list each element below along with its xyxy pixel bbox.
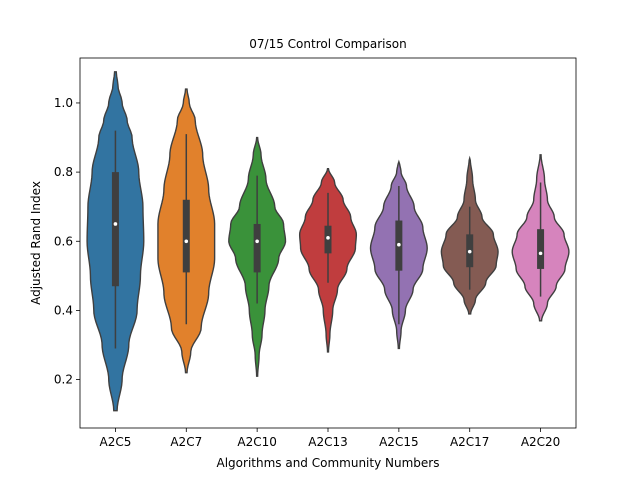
x-tick-label-a2c15: A2C15 [379, 435, 419, 449]
violin-iqr-box [182, 199, 190, 273]
y-tick-label: 0.8 [54, 165, 73, 179]
violin-median-point [397, 242, 401, 247]
violin-median-point [184, 239, 189, 244]
violin-a2c17 [440, 155, 499, 315]
y-axis-label: Adjusted Rand Index [29, 181, 43, 305]
y-tick-label: 1.0 [54, 96, 73, 110]
violin-iqr-box [253, 223, 261, 273]
violin-iqr-box [537, 229, 545, 269]
violin-median-point [113, 222, 118, 226]
plot-frame [79, 57, 577, 429]
violin-a2c15 [369, 159, 428, 350]
violin-series-group [86, 71, 570, 412]
violin-a2c20 [511, 154, 570, 322]
chart-title: 07/15 Control Comparison [249, 37, 406, 51]
violin-median-point [538, 251, 543, 256]
x-tick-label-a2c7: A2C7 [170, 435, 202, 449]
violin-a2c10 [228, 136, 287, 377]
violin-a2c7 [157, 88, 216, 374]
violin-median-point [467, 249, 472, 254]
x-axis-label: Algorithms and Community Numbers [217, 456, 440, 470]
y-tick-label: 0.6 [54, 234, 73, 248]
violin-a2c5 [86, 71, 145, 412]
x-tick-label-a2c20: A2C20 [521, 435, 561, 449]
x-axis: A2C5 A2C7 A2C10 A2C13 A2C15 A2C17 A2C20 [99, 428, 560, 449]
y-tick-label: 0.4 [54, 303, 73, 317]
violin-median-point [255, 239, 259, 244]
x-tick-label-a2c10: A2C10 [237, 435, 277, 449]
x-tick-label-a2c5: A2C5 [99, 435, 131, 449]
x-tick-label-a2c17: A2C17 [450, 435, 490, 449]
y-axis: 0.2 0.4 0.6 0.8 1.0 [54, 96, 80, 387]
y-tick-label: 0.2 [54, 373, 73, 387]
violin-median-point [326, 236, 330, 240]
x-tick-label-a2c13: A2C13 [308, 435, 348, 449]
violin-iqr-box [111, 172, 119, 287]
violin-a2c13 [298, 167, 358, 353]
